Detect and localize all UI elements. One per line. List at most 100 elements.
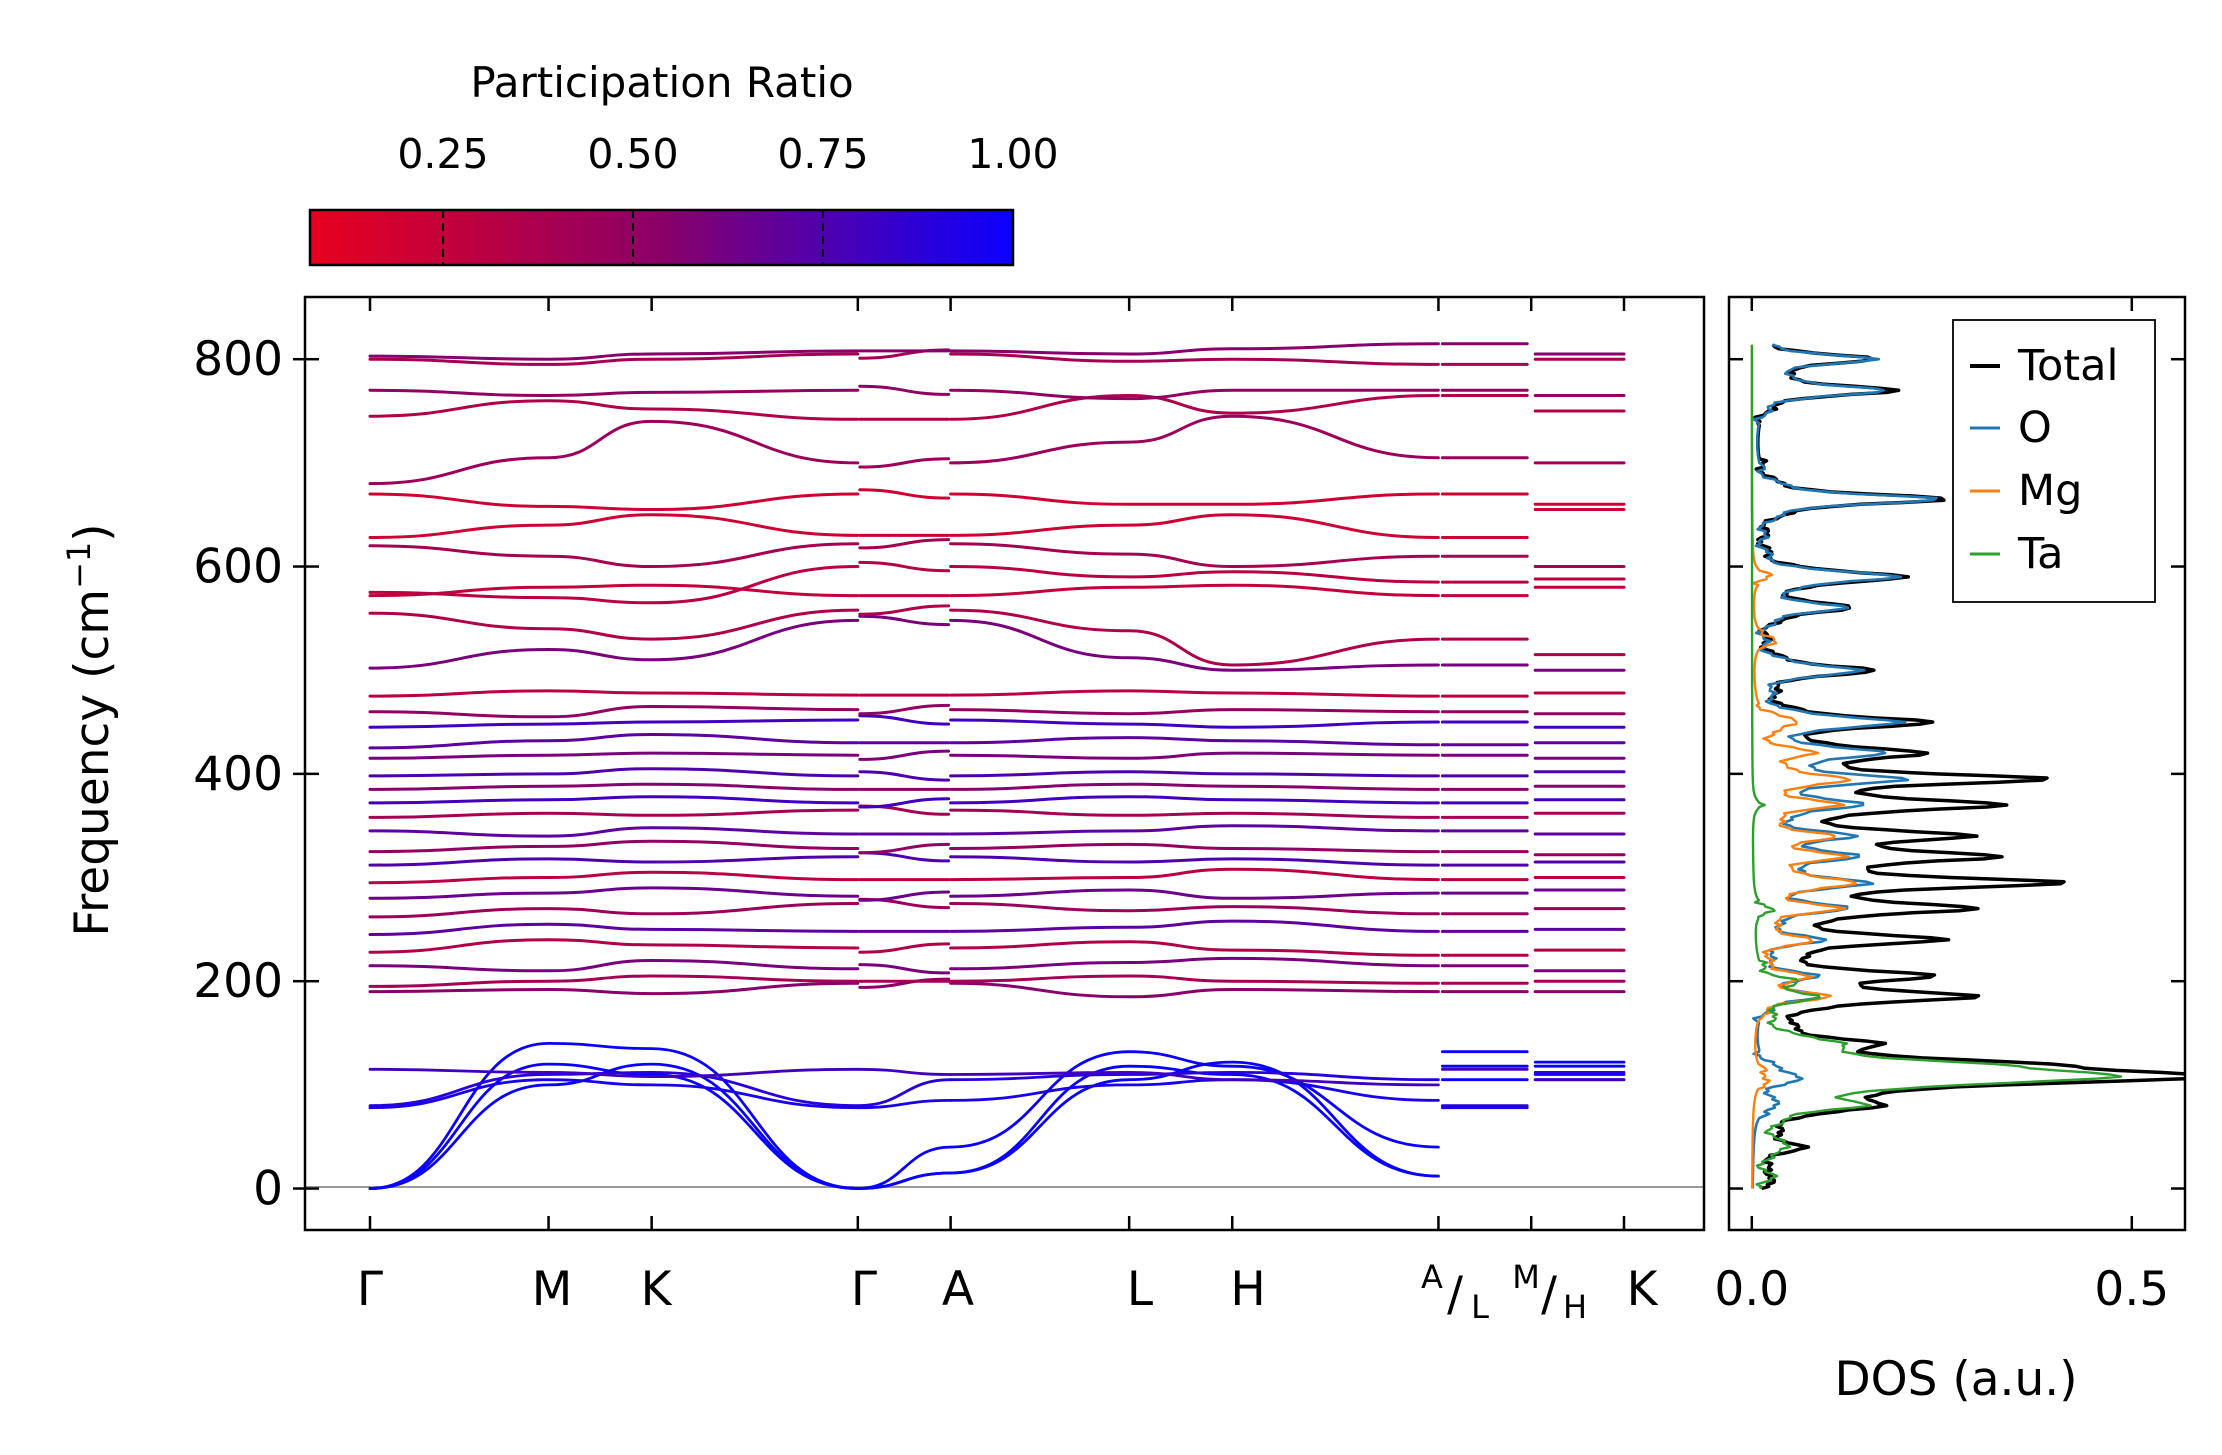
dos-panel: 0.0 0.5 DOS (a.u.) Total O Mg Ta	[1714, 295, 2187, 1407]
band-y-tick-label: 400	[193, 747, 283, 802]
kpath-label-m-h-slash: /	[1541, 1267, 1557, 1322]
acoustic-band-gmkg	[368, 1041, 860, 1190]
optical-band-ga	[858, 604, 951, 616]
dos-x-tick-label: 0.0	[1714, 1262, 1789, 1317]
acoustic-band-gmkg	[368, 1078, 860, 1110]
optical-band-alha	[949, 608, 1440, 667]
legend-entry-ta: Ta	[1970, 529, 2064, 579]
kpath-label-a-l-top: A	[1421, 1258, 1443, 1296]
kpath-label-k: K	[641, 1262, 673, 1317]
optical-band-alha	[949, 718, 1440, 729]
dos-legend: Total O Mg Ta	[1952, 319, 2156, 603]
optical-band-gmkg	[368, 974, 860, 988]
optical-band-gmkg	[368, 399, 860, 421]
optical-band-alha	[949, 902, 1440, 916]
optical-band-gmkg	[368, 704, 860, 719]
band-y-tick-label: 200	[193, 954, 283, 1009]
optical-band-gmkg	[368, 795, 860, 805]
optical-band-gmkg	[368, 618, 860, 670]
legend-label-ta: Ta	[2017, 529, 2064, 579]
acoustic-band-gmkg	[368, 1070, 860, 1107]
optical-band-gmkg	[368, 839, 860, 854]
optical-band-ga	[858, 538, 951, 550]
optical-band-alha	[949, 708, 1440, 716]
optical-band-ga	[858, 797, 951, 809]
optical-band-gmkg	[368, 349, 860, 361]
optical-band-gmkg	[368, 767, 860, 778]
optical-band-ga	[858, 851, 951, 863]
optical-band-alha	[949, 974, 1440, 985]
optical-band-gmkg	[368, 718, 860, 729]
optical-band-ga	[858, 703, 951, 716]
optical-band-gmkg	[368, 419, 860, 486]
dos-curve-o	[1751, 343, 1938, 1189]
optical-band-alha	[949, 981, 1440, 999]
optical-band-ga	[858, 977, 951, 989]
colorbar-ticks	[442, 210, 824, 265]
band-y-tick-label: 600	[193, 540, 283, 595]
band-y-axis-label: Frequency (cm−1)	[60, 523, 120, 936]
acoustic-band-ga	[856, 1067, 952, 1076]
acoustic-band-gmkg	[368, 1062, 860, 1190]
optical-band-gmkg	[368, 922, 860, 936]
colorbar-tick-label: 0.50	[587, 130, 678, 178]
optical-band-alha	[949, 393, 1440, 421]
colorbar-title: Participation Ratio	[470, 58, 853, 107]
optical-band-alha	[949, 824, 1440, 836]
optical-band-ga	[858, 488, 951, 500]
legend-entry-total: Total	[1970, 341, 2118, 391]
acoustic-band-alha	[949, 1050, 1440, 1149]
band-structure-panel: 0 200 400 600 800 Γ M K Γ A L H A / L M / H …	[60, 295, 1706, 1326]
legend-label-mg: Mg	[2018, 466, 2082, 516]
colorbar-tick-labels: 0.25 0.50 0.75 1.00	[397, 130, 1058, 178]
optical-band-alha	[949, 565, 1440, 584]
dos-x-tick-labels: 0.0 0.5	[1714, 1262, 2169, 1317]
legend-label-o: O	[2018, 403, 2052, 453]
band-y-ticks	[293, 357, 319, 1190]
kpath-label-a-l: A / L	[1421, 1258, 1489, 1326]
optical-band-gmkg	[368, 388, 860, 398]
optical-band-gmkg	[368, 855, 860, 867]
band-x-ticks	[368, 297, 1626, 1230]
dos-x-ticks	[1750, 297, 2134, 1230]
optical-band-alha	[949, 956, 1440, 971]
optical-band-gmkg	[368, 938, 860, 954]
optical-band-alha	[949, 513, 1440, 539]
kpath-label-l: L	[1127, 1262, 1153, 1317]
legend-label-total: Total	[2017, 341, 2118, 391]
optical-band-alha	[949, 352, 1440, 366]
optical-band-ga	[858, 942, 951, 954]
optical-band-alha	[949, 855, 1440, 867]
optical-band-gmkg	[368, 608, 860, 641]
optical-band-alha	[949, 388, 1440, 401]
dos-curve-ta	[1750, 344, 2123, 1190]
kpath-labels: Γ M K Γ A L H A / L M / H K	[357, 1258, 1659, 1326]
dos-x-axis-label: DOS (a.u.)	[1834, 1352, 2077, 1407]
optical-band-alha	[949, 919, 1440, 933]
kpath-label-m-h-top: M	[1512, 1258, 1540, 1296]
optical-band-alha	[949, 583, 1440, 598]
optical-band-gmkg	[368, 782, 860, 791]
legend-entry-o: O	[1970, 403, 2052, 453]
colorbar-tick-label: 0.75	[777, 130, 868, 178]
acoustic-band-gmkg	[368, 1067, 860, 1079]
optical-band-gmkg	[368, 542, 860, 569]
dos-y-ticks	[1729, 357, 2185, 1190]
optical-band-alha	[949, 940, 1440, 957]
optical-band-alha	[949, 782, 1440, 791]
optical-band-gmkg	[368, 981, 860, 996]
acoustic-band-ga	[856, 1078, 952, 1107]
optical-band-gmkg	[368, 492, 860, 512]
optical-band-gmkg	[368, 583, 860, 598]
kpath-label-a-l-bottom: L	[1471, 1288, 1489, 1326]
optical-band-alha	[949, 414, 1440, 465]
optical-band-alha	[949, 618, 1440, 672]
optical-band-gmkg	[368, 751, 860, 760]
optical-band-alha	[949, 808, 1440, 819]
optical-band-alha	[949, 542, 1440, 569]
optical-band-ga	[858, 770, 951, 782]
optical-band-gmkg	[368, 826, 860, 838]
kpath-label-gamma-2: Γ	[851, 1262, 877, 1317]
band-y-tick-labels: 0 200 400 600 800	[193, 332, 283, 1216]
kpath-label-k-2: K	[1627, 1262, 1659, 1317]
